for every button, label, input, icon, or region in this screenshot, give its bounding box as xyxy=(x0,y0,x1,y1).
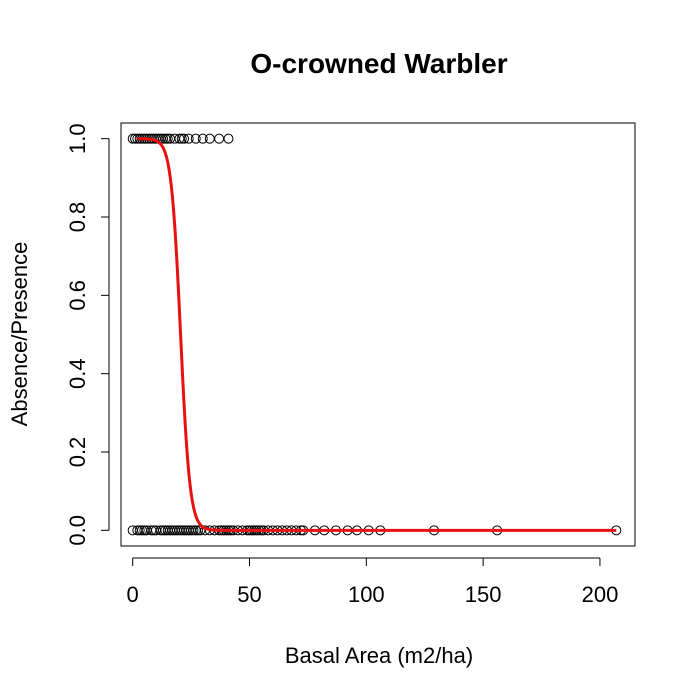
x-tick-label: 200 xyxy=(582,582,619,607)
y-tick-label: 0.8 xyxy=(65,202,90,233)
x-tick-label: 100 xyxy=(348,582,385,607)
absence-point xyxy=(134,525,145,536)
presence-point xyxy=(214,133,225,144)
y-axis-label: Absence/Presence xyxy=(7,242,32,427)
presence-point xyxy=(204,133,215,144)
presence-point xyxy=(158,133,169,144)
chart-title: O-crowned Warbler xyxy=(250,48,507,79)
presence-point xyxy=(179,133,190,144)
presence-point xyxy=(162,133,173,144)
x-tick-label: 50 xyxy=(237,582,261,607)
presence-point xyxy=(176,133,187,144)
absence-point xyxy=(193,525,204,536)
y-axis: 0.0 0.2 0.4 0.6 0.8 1.0 xyxy=(65,123,110,546)
y-tick-label: 0.0 xyxy=(65,515,90,546)
plot-frame xyxy=(120,122,636,547)
x-tick-label: 150 xyxy=(465,582,502,607)
presence-point xyxy=(190,133,201,144)
y-tick-label: 0.4 xyxy=(65,358,90,389)
x-axis-label: Basal Area (m2/ha) xyxy=(285,643,473,668)
presence-point xyxy=(223,133,234,144)
y-tick-label: 0.2 xyxy=(65,437,90,468)
presence-point xyxy=(197,133,208,144)
x-axis: 0 50 100 150 200 xyxy=(127,557,619,607)
absence-point xyxy=(188,525,199,536)
x-tick-label: 0 xyxy=(127,582,139,607)
logistic-fit-curve xyxy=(137,137,617,532)
fit-curve-layer xyxy=(137,137,617,532)
y-tick-label: 1.0 xyxy=(65,123,90,154)
presence-point xyxy=(183,133,194,144)
y-tick-label: 0.6 xyxy=(65,280,90,311)
